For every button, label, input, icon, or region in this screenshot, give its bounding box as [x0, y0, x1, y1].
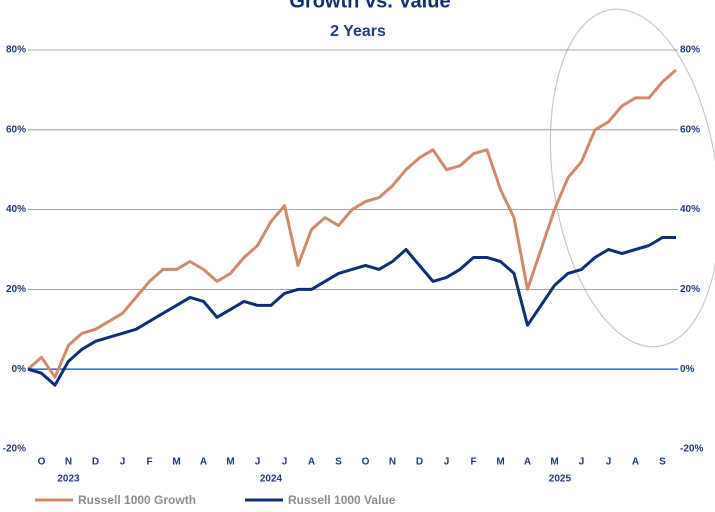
x-tick-label: J	[255, 457, 261, 468]
legend-label: Russell 1000 Value	[288, 493, 396, 507]
y-tick-label: 0%	[12, 364, 27, 375]
x-tick-label: J	[444, 457, 450, 468]
y2-tick-label: 20%	[680, 284, 700, 295]
x-tick-label: N	[389, 457, 396, 468]
x-tick-label: J	[606, 457, 612, 468]
x-tick-label: S	[659, 457, 666, 468]
x-tick-label: J	[579, 457, 585, 468]
x-group-label: 2023	[57, 474, 80, 485]
y2-tick-label: 80%	[680, 45, 700, 56]
x-tick-label: F	[146, 457, 152, 468]
x-tick-label: J	[120, 457, 126, 468]
legend-label: Russell 1000 Growth	[78, 493, 196, 507]
y2-tick-label: 40%	[680, 204, 700, 215]
x-tick-label: O	[38, 457, 46, 468]
y-tick-label: 20%	[6, 284, 26, 295]
x-tick-label: S	[335, 457, 342, 468]
x-tick-label: M	[226, 457, 234, 468]
y-tick-label: 40%	[6, 204, 26, 215]
y-tick-label: 60%	[6, 124, 26, 135]
x-tick-label: A	[308, 457, 315, 468]
x-tick-label: M	[550, 457, 558, 468]
series-line	[27, 236, 676, 387]
highlight-ellipse	[549, 8, 715, 348]
chart-subtitle: 2 Years	[330, 23, 386, 40]
x-tick-label: M	[172, 457, 180, 468]
x-tick-label: A	[524, 457, 531, 468]
chart-title: Growth vs. Value	[289, 0, 450, 12]
x-tick-label: N	[65, 457, 72, 468]
x-tick-label: D	[416, 457, 423, 468]
x-tick-label: F	[470, 457, 476, 468]
x-tick-label: O	[362, 457, 370, 468]
y2-tick-label: 0%	[680, 364, 695, 375]
y-tick-label: 80%	[6, 45, 26, 56]
y-tick-label: -20%	[3, 444, 26, 455]
y2-tick-label: -20%	[680, 444, 703, 455]
x-tick-label: A	[632, 457, 639, 468]
x-tick-label: A	[200, 457, 207, 468]
x-tick-label: D	[92, 457, 99, 468]
series-line	[27, 68, 677, 379]
x-tick-label: M	[496, 457, 504, 468]
x-group-label: 2024	[260, 474, 283, 485]
y2-tick-label: 60%	[680, 124, 700, 135]
x-tick-label: J	[282, 457, 288, 468]
x-group-label: 2025	[549, 474, 572, 485]
